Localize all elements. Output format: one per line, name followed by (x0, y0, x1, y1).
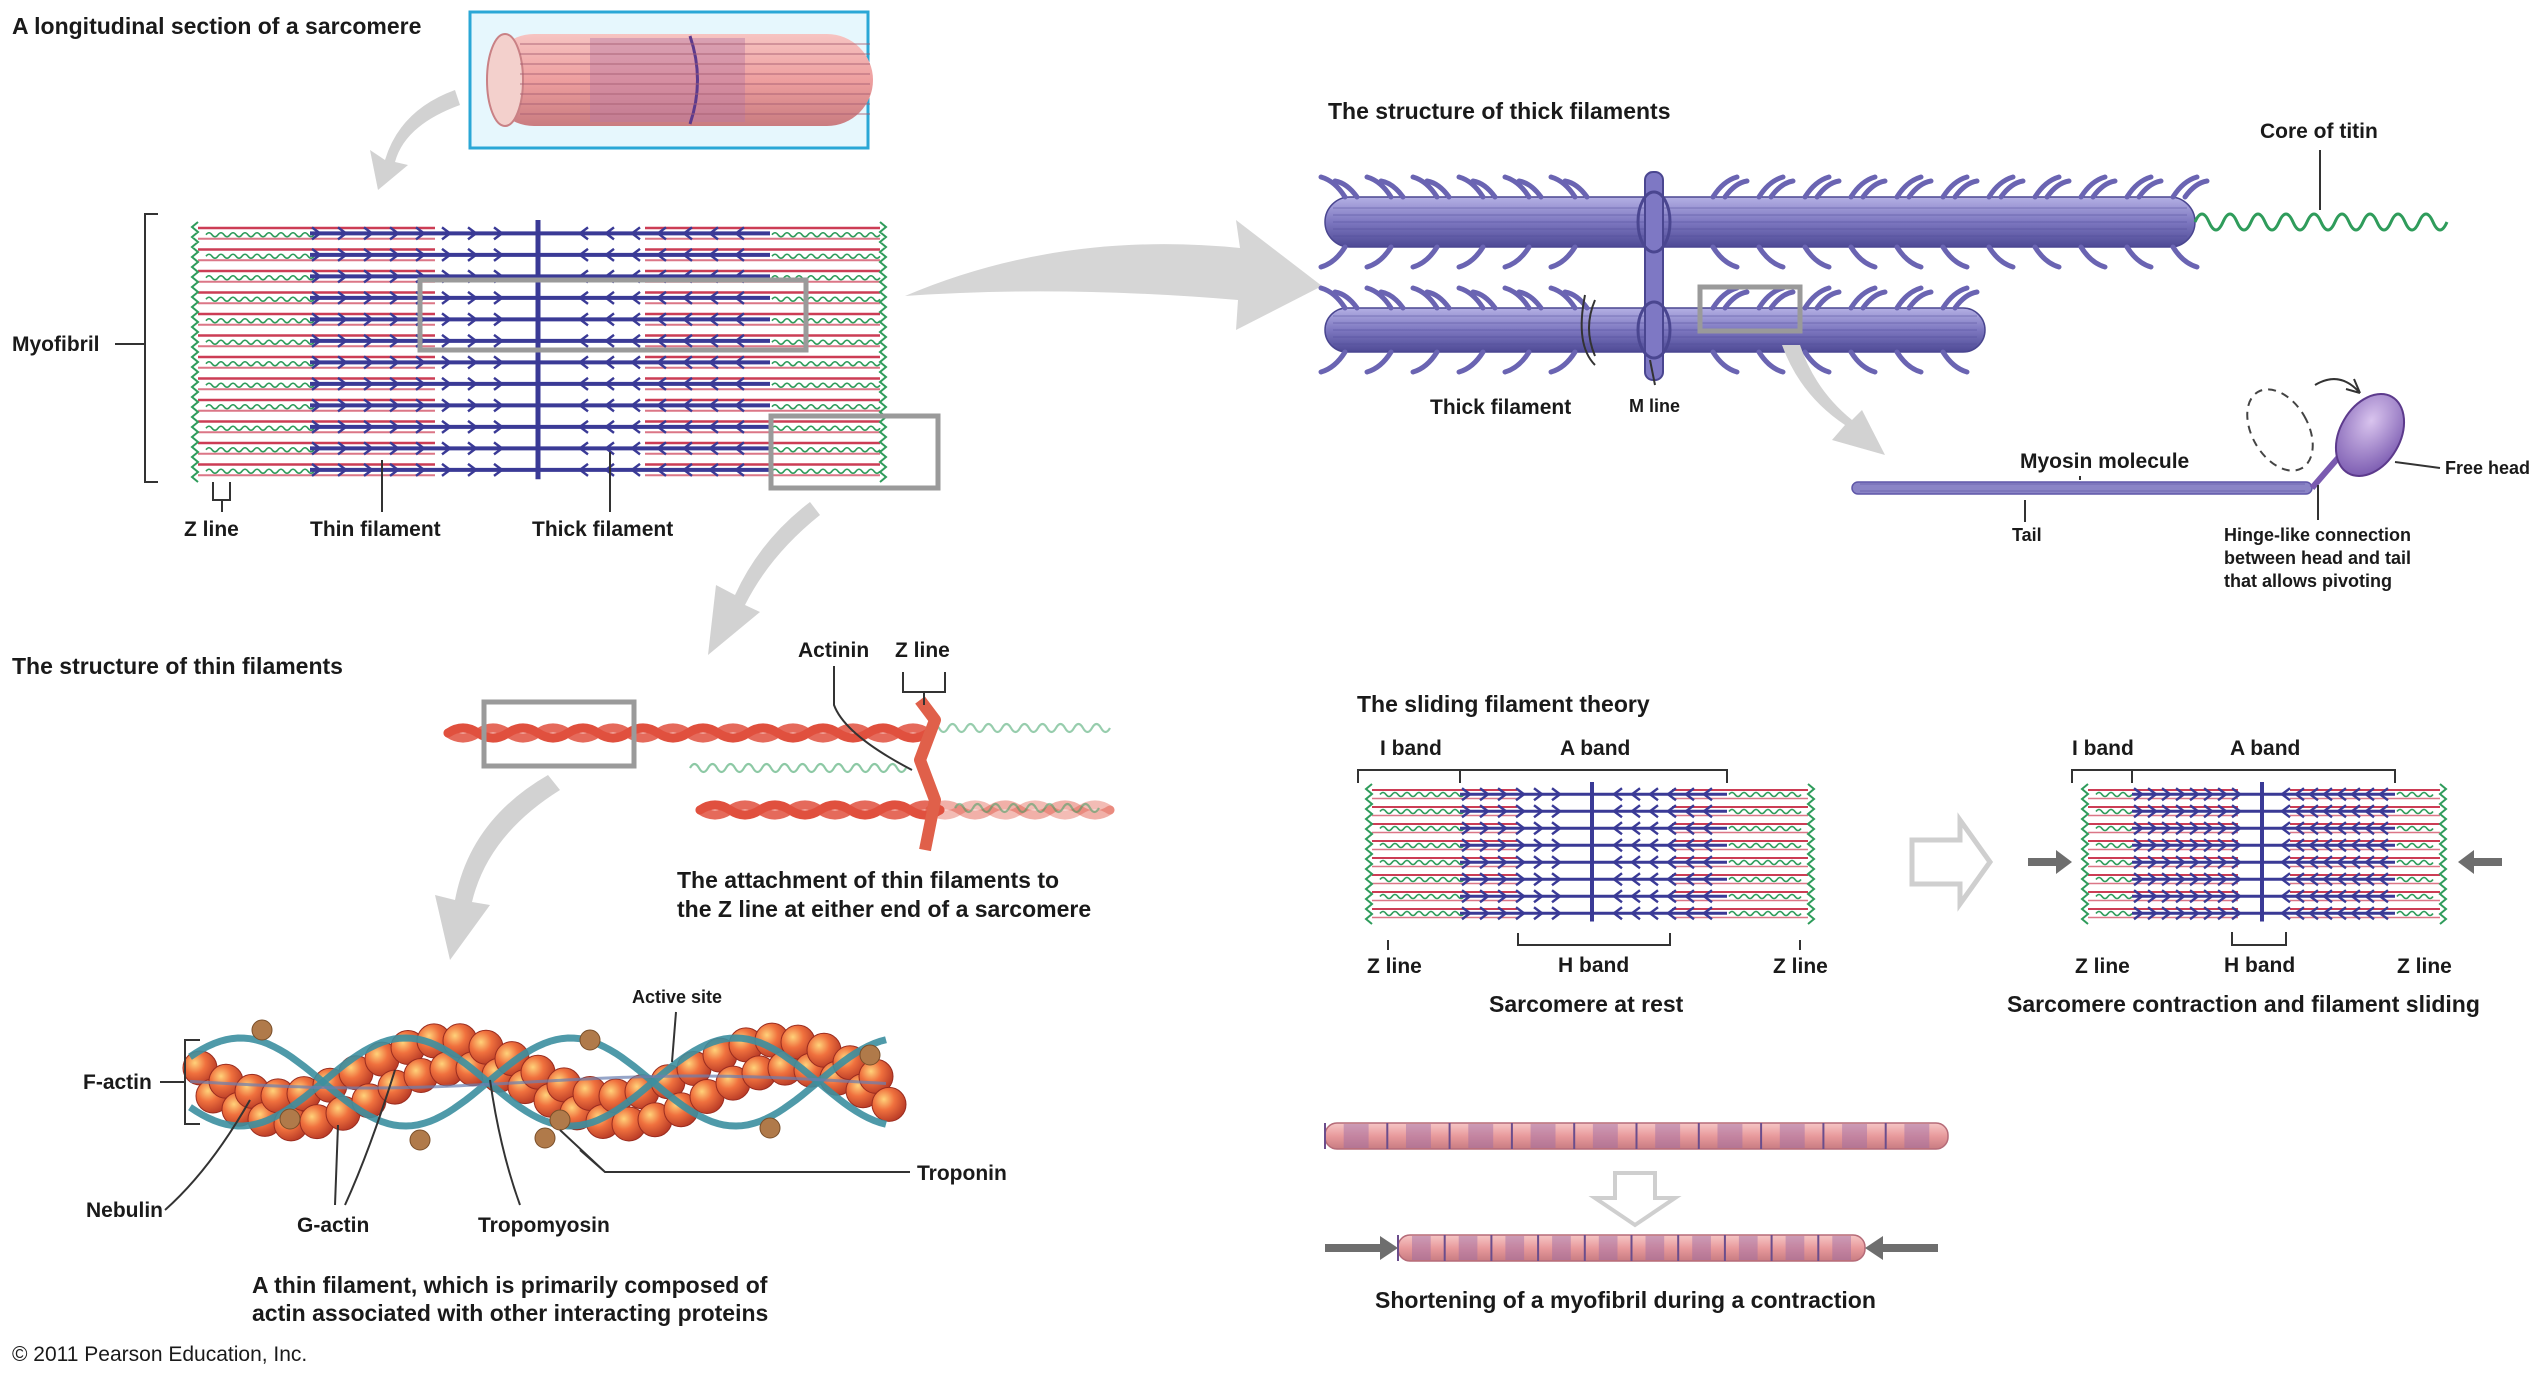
thin-filament-highlight-box (481, 699, 637, 769)
label-m-line: M line (1629, 396, 1680, 416)
arrow-to-thin-icon (708, 502, 820, 655)
copyright: © 2011 Pearson Education, Inc. (12, 1343, 307, 1366)
troponin-complex (859, 1044, 881, 1066)
label-z-line-top: Z line (184, 518, 239, 541)
z-line (2438, 783, 2448, 925)
f-actin-helix (182, 1019, 907, 1151)
label-tail: Tail (2012, 525, 2042, 545)
caption-sarcomere-rest: Sarcomere at rest (1489, 991, 1684, 1017)
label-hinge-line1: Hinge-like connection (2224, 525, 2411, 545)
section-title-longitudinal: A longitudinal section of a sarcomere (12, 13, 421, 39)
label-z-line-contract-left: Z line (2075, 955, 2130, 978)
arrow-to-myosin-icon (1782, 345, 1885, 455)
titin-core (2193, 212, 2449, 232)
sarcomere-contracted (2080, 782, 2448, 925)
arrow-to-factin-icon (435, 775, 560, 960)
troponin-complex (534, 1127, 556, 1149)
thin-filament-zline-attachment (443, 696, 1115, 852)
troponin-complex (409, 1129, 431, 1151)
thick-filament-highlight-box (417, 277, 809, 353)
label-z-line-contract-right: Z line (2397, 955, 2452, 978)
zoom-arrow-icon (370, 90, 460, 190)
myosin-hinge (2309, 456, 2341, 490)
label-myofibril: Myofibril (12, 333, 100, 356)
label-thick-filament: Thick filament (1430, 396, 1571, 419)
label-a-band-rest: A band (1560, 737, 1630, 760)
label-z-line-attach: Z line (895, 639, 950, 662)
attachment-caption-line1: The attachment of thin filaments to (677, 867, 1059, 893)
myofibril-cylinder (468, 10, 873, 150)
troponin-complex (251, 1019, 273, 1041)
myofibril-contracted (1397, 1234, 1866, 1262)
myofibril-bracket (115, 213, 158, 483)
label-i-band-rest: I band (1380, 737, 1442, 760)
section-title-thin: The structure of thin filaments (12, 653, 343, 679)
sarcomere-longitudinal (190, 220, 888, 483)
attachment-caption-line2: the Z line at either end of a sarcomere (677, 896, 1091, 922)
troponin-complex (579, 1029, 601, 1051)
z-line (1364, 783, 1374, 925)
m-line (1644, 171, 1664, 381)
section-title-thick: The structure of thick filaments (1328, 98, 1671, 124)
label-core-of-titin: Core of titin (2260, 120, 2378, 143)
section-title-sliding: The sliding filament theory (1357, 691, 1650, 717)
shortening-arrow-icon (1588, 1171, 1682, 1228)
z-line (1806, 783, 1816, 925)
label-i-band-contract: I band (2072, 737, 2134, 760)
caption-sarcomere-contraction: Sarcomere contraction and filament slidi… (2007, 991, 2480, 1017)
label-hinge-line3: that allows pivoting (2224, 571, 2392, 591)
label-free-head: Free head (2445, 458, 2530, 478)
label-g-actin: G-actin (297, 1214, 369, 1237)
label-myosin-molecule: Myosin molecule (2020, 450, 2189, 473)
label-a-band-contract: A band (2230, 737, 2300, 760)
caption-shortening: Shortening of a myofibril during a contr… (1375, 1287, 1876, 1313)
z-line (2080, 783, 2090, 925)
label-thick-filament-top: Thick filament (532, 518, 673, 541)
arrow-to-thick-icon (905, 220, 1322, 330)
g-actin-monomer (871, 1086, 907, 1122)
compression-arrows (2028, 850, 2502, 874)
label-active-site: Active site (632, 987, 722, 1007)
label-troponin: Troponin (917, 1162, 1007, 1185)
label-actinin: Actinin (798, 639, 869, 662)
z-line (914, 696, 941, 852)
troponin-complex (759, 1117, 781, 1139)
nebulin-strand (189, 1074, 887, 1090)
rest-to-contract-arrow-icon (1909, 812, 1994, 912)
myosin-highlight-box (1697, 284, 1803, 334)
label-f-actin: F-actin (83, 1071, 152, 1094)
thin-caption-line1: A thin filament, which is primarily comp… (252, 1272, 768, 1298)
myosin-free-head (2334, 393, 2406, 477)
troponin-complex (279, 1108, 301, 1130)
tropomyosin-strand (188, 1034, 887, 1130)
troponin-complex (549, 1109, 571, 1131)
z-line (190, 221, 200, 483)
thick-filaments (1318, 171, 2449, 381)
zline-highlight-box (768, 413, 941, 491)
label-nebulin: Nebulin (86, 1199, 163, 1222)
label-z-line-rest-right: Z line (1773, 955, 1828, 978)
label-tropomyosin: Tropomyosin (478, 1214, 610, 1237)
sarcomere-at-rest (1364, 782, 1816, 925)
thin-caption-line2: actin associated with other interacting … (252, 1300, 768, 1326)
label-h-band-contract: H band (2224, 954, 2295, 977)
myosin-head-ghost (2246, 388, 2314, 472)
tropomyosin-strand (188, 1034, 887, 1130)
label-thin-filament-top: Thin filament (310, 518, 441, 541)
label-h-band-rest: H band (1558, 954, 1629, 977)
myofibril-relaxed (1324, 1122, 1949, 1150)
z-line (878, 221, 888, 483)
label-z-line-rest-left: Z line (1367, 955, 1422, 978)
label-hinge-line2: between head and tail (2224, 548, 2411, 568)
shortening-compression-arrows (1325, 1236, 1938, 1260)
myosin-molecule (1851, 378, 2406, 495)
